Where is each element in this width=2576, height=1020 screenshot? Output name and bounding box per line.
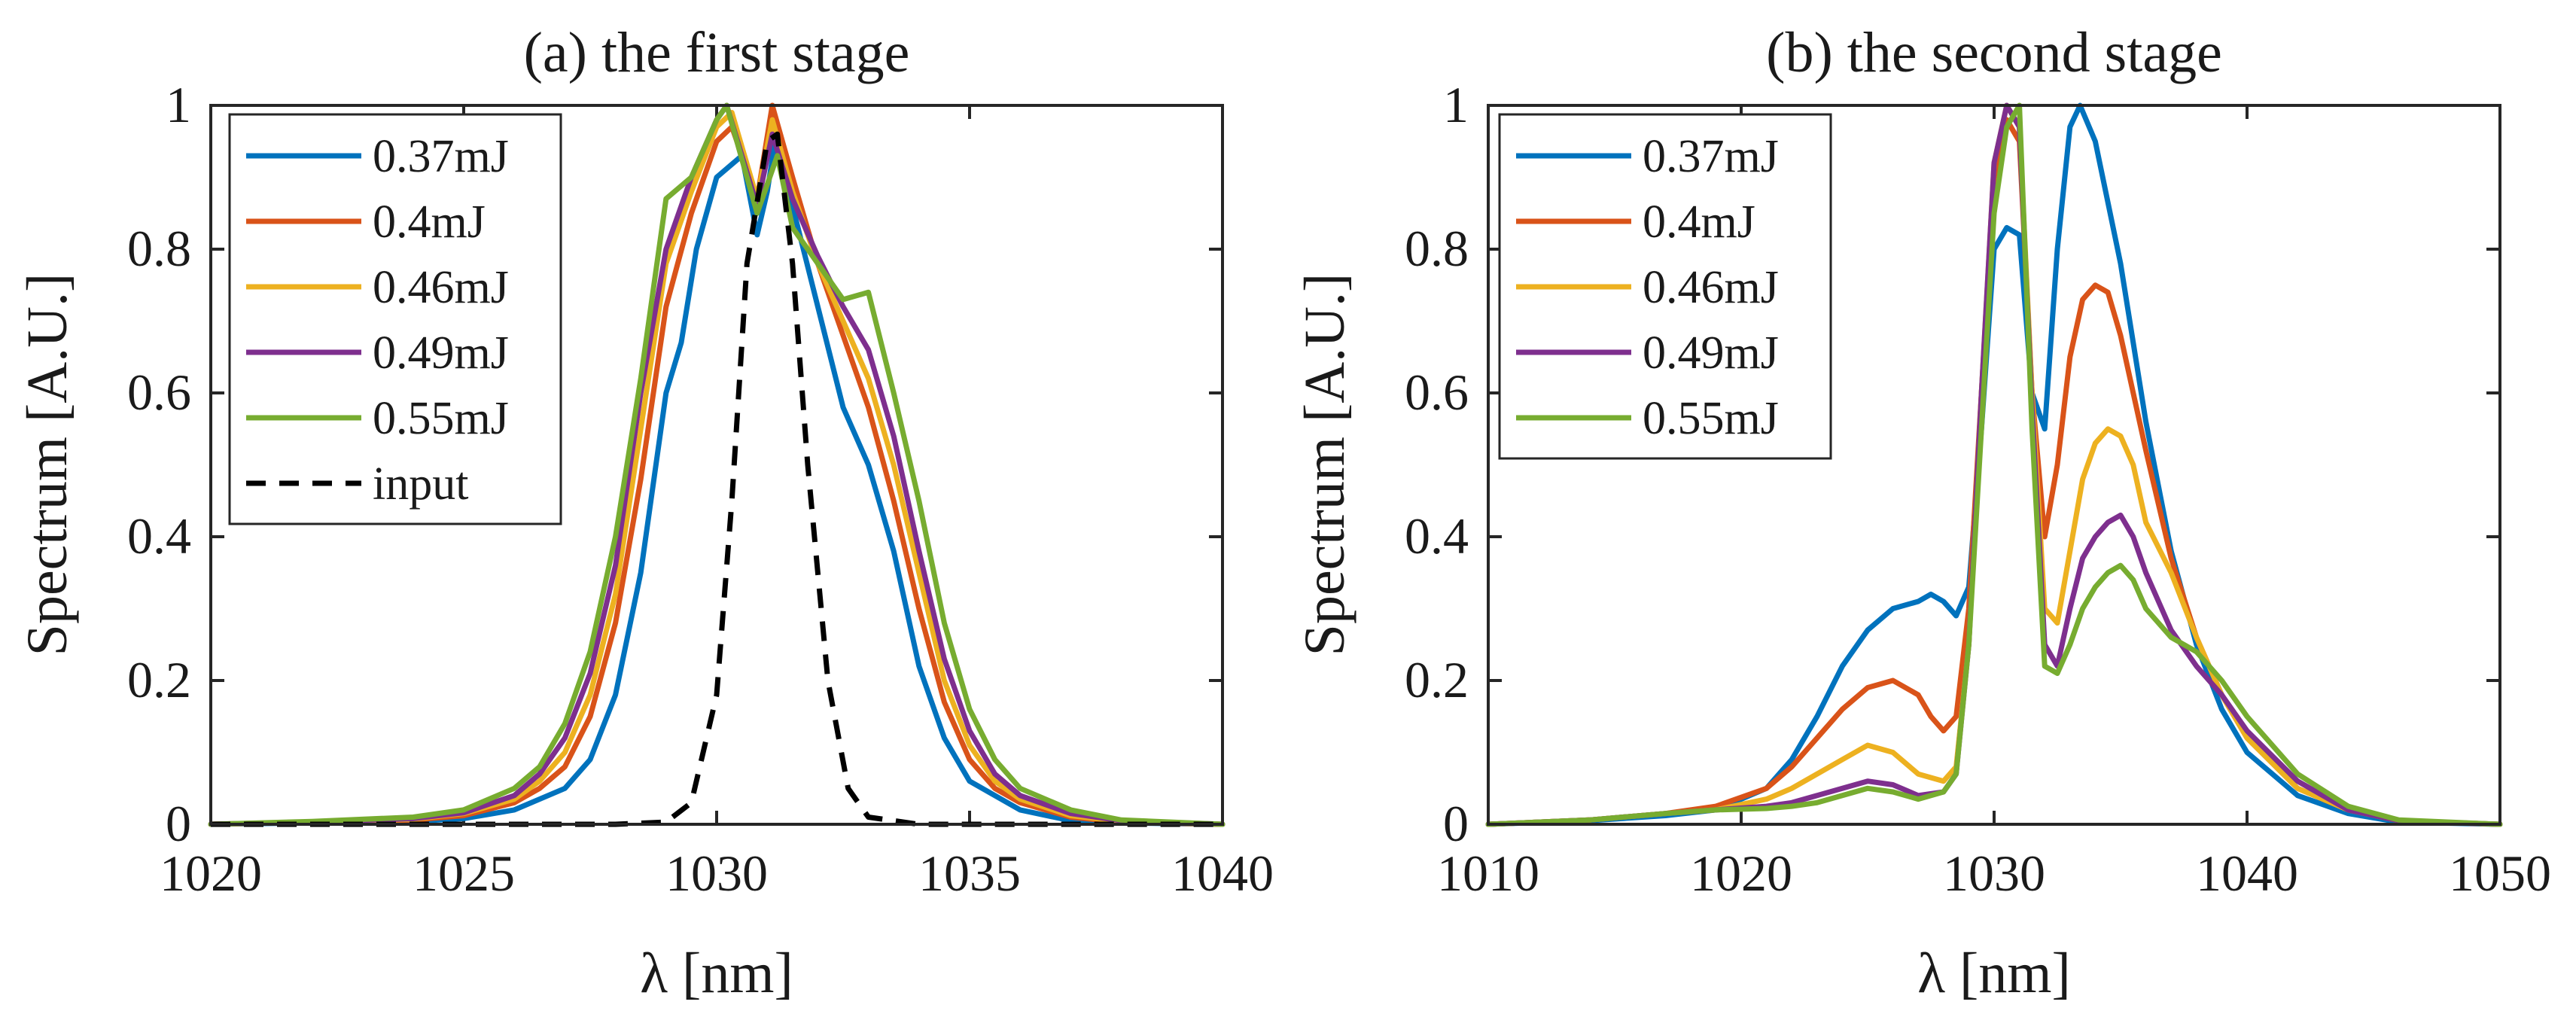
panel-a-xtick-label: 1025 bbox=[413, 845, 515, 902]
panel-a-series-0-37mj bbox=[208, 124, 1226, 827]
panel-b-ytick-label: 0.8 bbox=[1405, 220, 1469, 277]
panel-b-ylabel: Spectrum [A.U.] bbox=[1293, 273, 1357, 656]
panel-b-axes-box bbox=[1487, 104, 2501, 826]
panel-a-series-input bbox=[211, 131, 1223, 827]
panel-a-ticks: 1020 1025 1030 1035 1040 0 0.2 0.4 0.6 0.8 1 bbox=[127, 76, 1274, 902]
panel-a-title: (a) the first stage bbox=[524, 21, 910, 84]
panel-a: (a) the first stage 1020 1025 1030 1035 1040… bbox=[16, 21, 1274, 1005]
panel-b-ytick-label: 0.6 bbox=[1405, 364, 1469, 421]
panel-a-axes-box bbox=[209, 104, 1224, 826]
panel-b-xtick-label: 1010 bbox=[1437, 845, 1539, 902]
panel-b: (b) the second stage 1010 1020 1030 1040 105… bbox=[1293, 21, 2551, 1005]
panel-b-ytick-label: 0 bbox=[1443, 795, 1469, 852]
panel-a-ytick-label: 0 bbox=[166, 795, 191, 852]
panel-b-legend-label: 0.55mJ bbox=[1643, 393, 1779, 444]
panel-a-ytick-label: 0.8 bbox=[127, 220, 191, 277]
panel-a-legend: 0.37mJ 0.4mJ 0.46mJ 0.49mJ 0.55mJ input bbox=[228, 113, 562, 525]
panel-a-legend-box bbox=[228, 113, 562, 525]
panel-b-xtick-label: 1030 bbox=[1943, 845, 2045, 902]
panel-a-ytick-label: 0.6 bbox=[127, 364, 191, 421]
panel-a-ytick-label: 0.2 bbox=[127, 651, 191, 708]
panel-b-ytick-label: 1 bbox=[1443, 76, 1469, 133]
panel-a-xtick-label: 1040 bbox=[1171, 845, 1274, 902]
panel-b-title: (b) the second stage bbox=[1766, 21, 2222, 84]
panel-a-xtick-label: 1035 bbox=[918, 845, 1021, 902]
panel-b-legend: 0.37mJ 0.4mJ 0.46mJ 0.49mJ 0.55mJ bbox=[1498, 113, 1832, 460]
panel-b-series-0-55mj bbox=[1485, 102, 2503, 827]
panel-a-ytick-label: 0.4 bbox=[127, 507, 191, 565]
panel-a-legend-label: 0.49mJ bbox=[373, 327, 509, 379]
panel-a-legend-label: input bbox=[373, 458, 468, 510]
panel-b-xtick-label: 1020 bbox=[1690, 845, 1792, 902]
panel-b-xtick-label: 1050 bbox=[2449, 845, 2551, 902]
panel-a-legend-label: 0.37mJ bbox=[373, 131, 509, 182]
panel-b-xlabel: λ [nm] bbox=[1917, 942, 2071, 1005]
panel-b-legend-label: 0.4mJ bbox=[1643, 196, 1755, 248]
panel-a-series bbox=[208, 102, 1226, 827]
panel-a-xlabel: λ [nm] bbox=[640, 942, 793, 1005]
panel-b-legend-label: 0.37mJ bbox=[1643, 131, 1779, 182]
panel-a-legend-label: 0.4mJ bbox=[373, 196, 486, 248]
panel-b-ytick-label: 0.2 bbox=[1405, 651, 1469, 708]
panel-a-ylabel: Spectrum [A.U.] bbox=[16, 273, 79, 656]
panel-b-legend-label: 0.49mJ bbox=[1643, 327, 1779, 379]
panel-b-series-0-37mj bbox=[1485, 102, 2503, 827]
panel-a-xtick-label: 1030 bbox=[665, 845, 768, 902]
panel-a-ytick-label: 1 bbox=[166, 76, 191, 133]
panel-b-ytick-label: 0.4 bbox=[1405, 507, 1469, 565]
panel-a-legend-label: 0.46mJ bbox=[373, 262, 509, 313]
panel-a-xtick-label: 1020 bbox=[160, 845, 262, 902]
panel-b-series bbox=[1485, 102, 2503, 827]
panel-b-legend-label: 0.46mJ bbox=[1643, 262, 1779, 313]
panel-a-legend-label: 0.55mJ bbox=[373, 393, 509, 444]
panel-b-xtick-label: 1040 bbox=[2196, 845, 2298, 902]
panel-a-series-0-55mj bbox=[208, 102, 1226, 827]
